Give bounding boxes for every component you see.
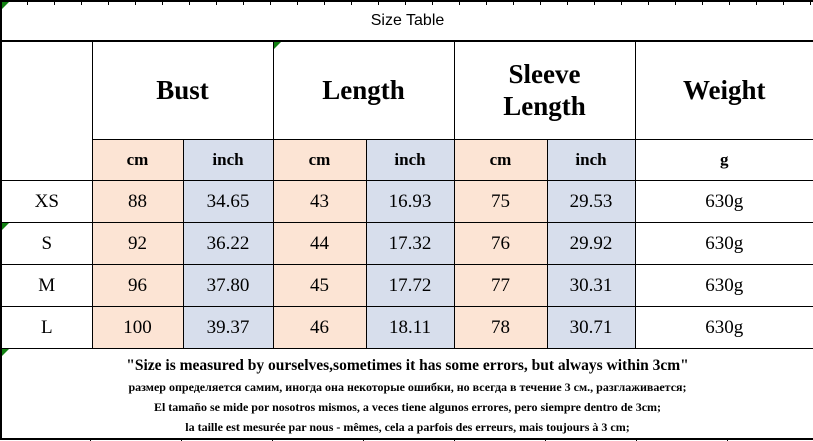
- bust-header: Bust: [91, 40, 274, 140]
- s-weight: 630g: [634, 222, 813, 265]
- m-length-inch: 17.72: [365, 264, 455, 307]
- sleeve-length-header: Sleeve Length: [453, 40, 636, 140]
- s-bust-cm: 92: [91, 222, 184, 265]
- bust-inch-unit: inch: [182, 139, 274, 181]
- title-row: Size Table: [0, 0, 813, 42]
- s-bust-inch: 36.22: [182, 222, 274, 265]
- footer-line-ru: размер определяется самим, иногда она не…: [128, 380, 687, 394]
- error-indicator-icon: [2, 349, 9, 356]
- size-label-xs: XS: [0, 180, 93, 223]
- table-row-m: M 96 37.80 45 17.72 77 30.31 630g: [0, 264, 813, 307]
- s-sleeve-cm: 76: [453, 222, 548, 265]
- footer-line-es: El tamaño se mide por nosotros mismos, a…: [153, 400, 662, 414]
- m-length-cm: 45: [272, 264, 367, 307]
- length-cm-unit: cm: [272, 139, 367, 181]
- table-row-l: L 100 39.37 46 18.11 78 30.71 630g: [0, 306, 813, 349]
- l-length-inch: 18.11: [365, 306, 455, 349]
- error-indicator-icon: [2, 2, 9, 9]
- s-length-inch: 17.32: [365, 222, 455, 265]
- sleeve-length-header-label: Sleeve Length: [503, 59, 586, 121]
- size-label-l: L: [0, 306, 93, 349]
- xs-bust-inch: 34.65: [182, 180, 274, 223]
- xs-length-inch: 16.93: [365, 180, 455, 223]
- s-sleeve-inch: 29.92: [546, 222, 636, 265]
- xs-weight: 630g: [634, 180, 813, 223]
- unit-row: cm inch cm inch cm inch g: [1, 139, 813, 181]
- footer-row: "Size is measured by ourselves,sometimes…: [0, 348, 813, 440]
- table-row-xs: XS 88 34.65 43 16.93 75 29.53 630g: [0, 180, 813, 223]
- l-weight: 630g: [634, 306, 813, 349]
- l-length-cm: 46: [272, 306, 367, 349]
- l-sleeve-inch: 30.71: [546, 306, 636, 349]
- length-header: Length: [272, 40, 455, 140]
- l-bust-cm: 100: [91, 306, 184, 349]
- m-bust-inch: 37.80: [182, 264, 274, 307]
- error-indicator-icon: [2, 223, 9, 230]
- bust-cm-unit: cm: [91, 139, 184, 181]
- weight-g-unit: g: [634, 139, 813, 181]
- header-row: Bust Length Sleeve Length Weight: [0, 40, 813, 181]
- error-indicator-icon: [274, 42, 281, 49]
- footer-line-en: "Size is measured by ourselves,sometimes…: [126, 357, 689, 374]
- table-title-cell: Size Table: [0, 0, 813, 42]
- table-row-s: S 92 36.22 44 17.32 76 29.92 630g: [0, 222, 813, 265]
- footer-note: "Size is measured by ourselves,sometimes…: [0, 348, 813, 440]
- sleeve-cm-unit: cm: [453, 139, 548, 181]
- xs-length-cm: 43: [272, 180, 367, 223]
- m-bust-cm: 96: [91, 264, 184, 307]
- l-sleeve-cm: 78: [453, 306, 548, 349]
- size-column-corner-cell: [0, 40, 93, 181]
- size-label-m: M: [0, 264, 93, 307]
- s-length-cm: 44: [272, 222, 367, 265]
- sleeve-inch-unit: inch: [546, 139, 636, 181]
- length-header-label: Length: [322, 74, 405, 105]
- m-sleeve-cm: 77: [453, 264, 548, 307]
- weight-header: Weight: [634, 40, 813, 140]
- m-sleeve-inch: 30.31: [546, 264, 636, 307]
- xs-bust-cm: 88: [91, 180, 184, 223]
- length-inch-unit: inch: [365, 139, 455, 181]
- xs-sleeve-cm: 75: [453, 180, 548, 223]
- xs-sleeve-inch: 29.53: [546, 180, 636, 223]
- size-label-s-text: S: [41, 232, 53, 254]
- m-weight: 630g: [634, 264, 813, 307]
- footer-line-fr: la taille est mesurée par nous - mêmes, …: [185, 420, 630, 434]
- page-title: Size Table: [370, 12, 445, 29]
- l-bust-inch: 39.37: [182, 306, 274, 349]
- size-label-s: S: [0, 222, 93, 265]
